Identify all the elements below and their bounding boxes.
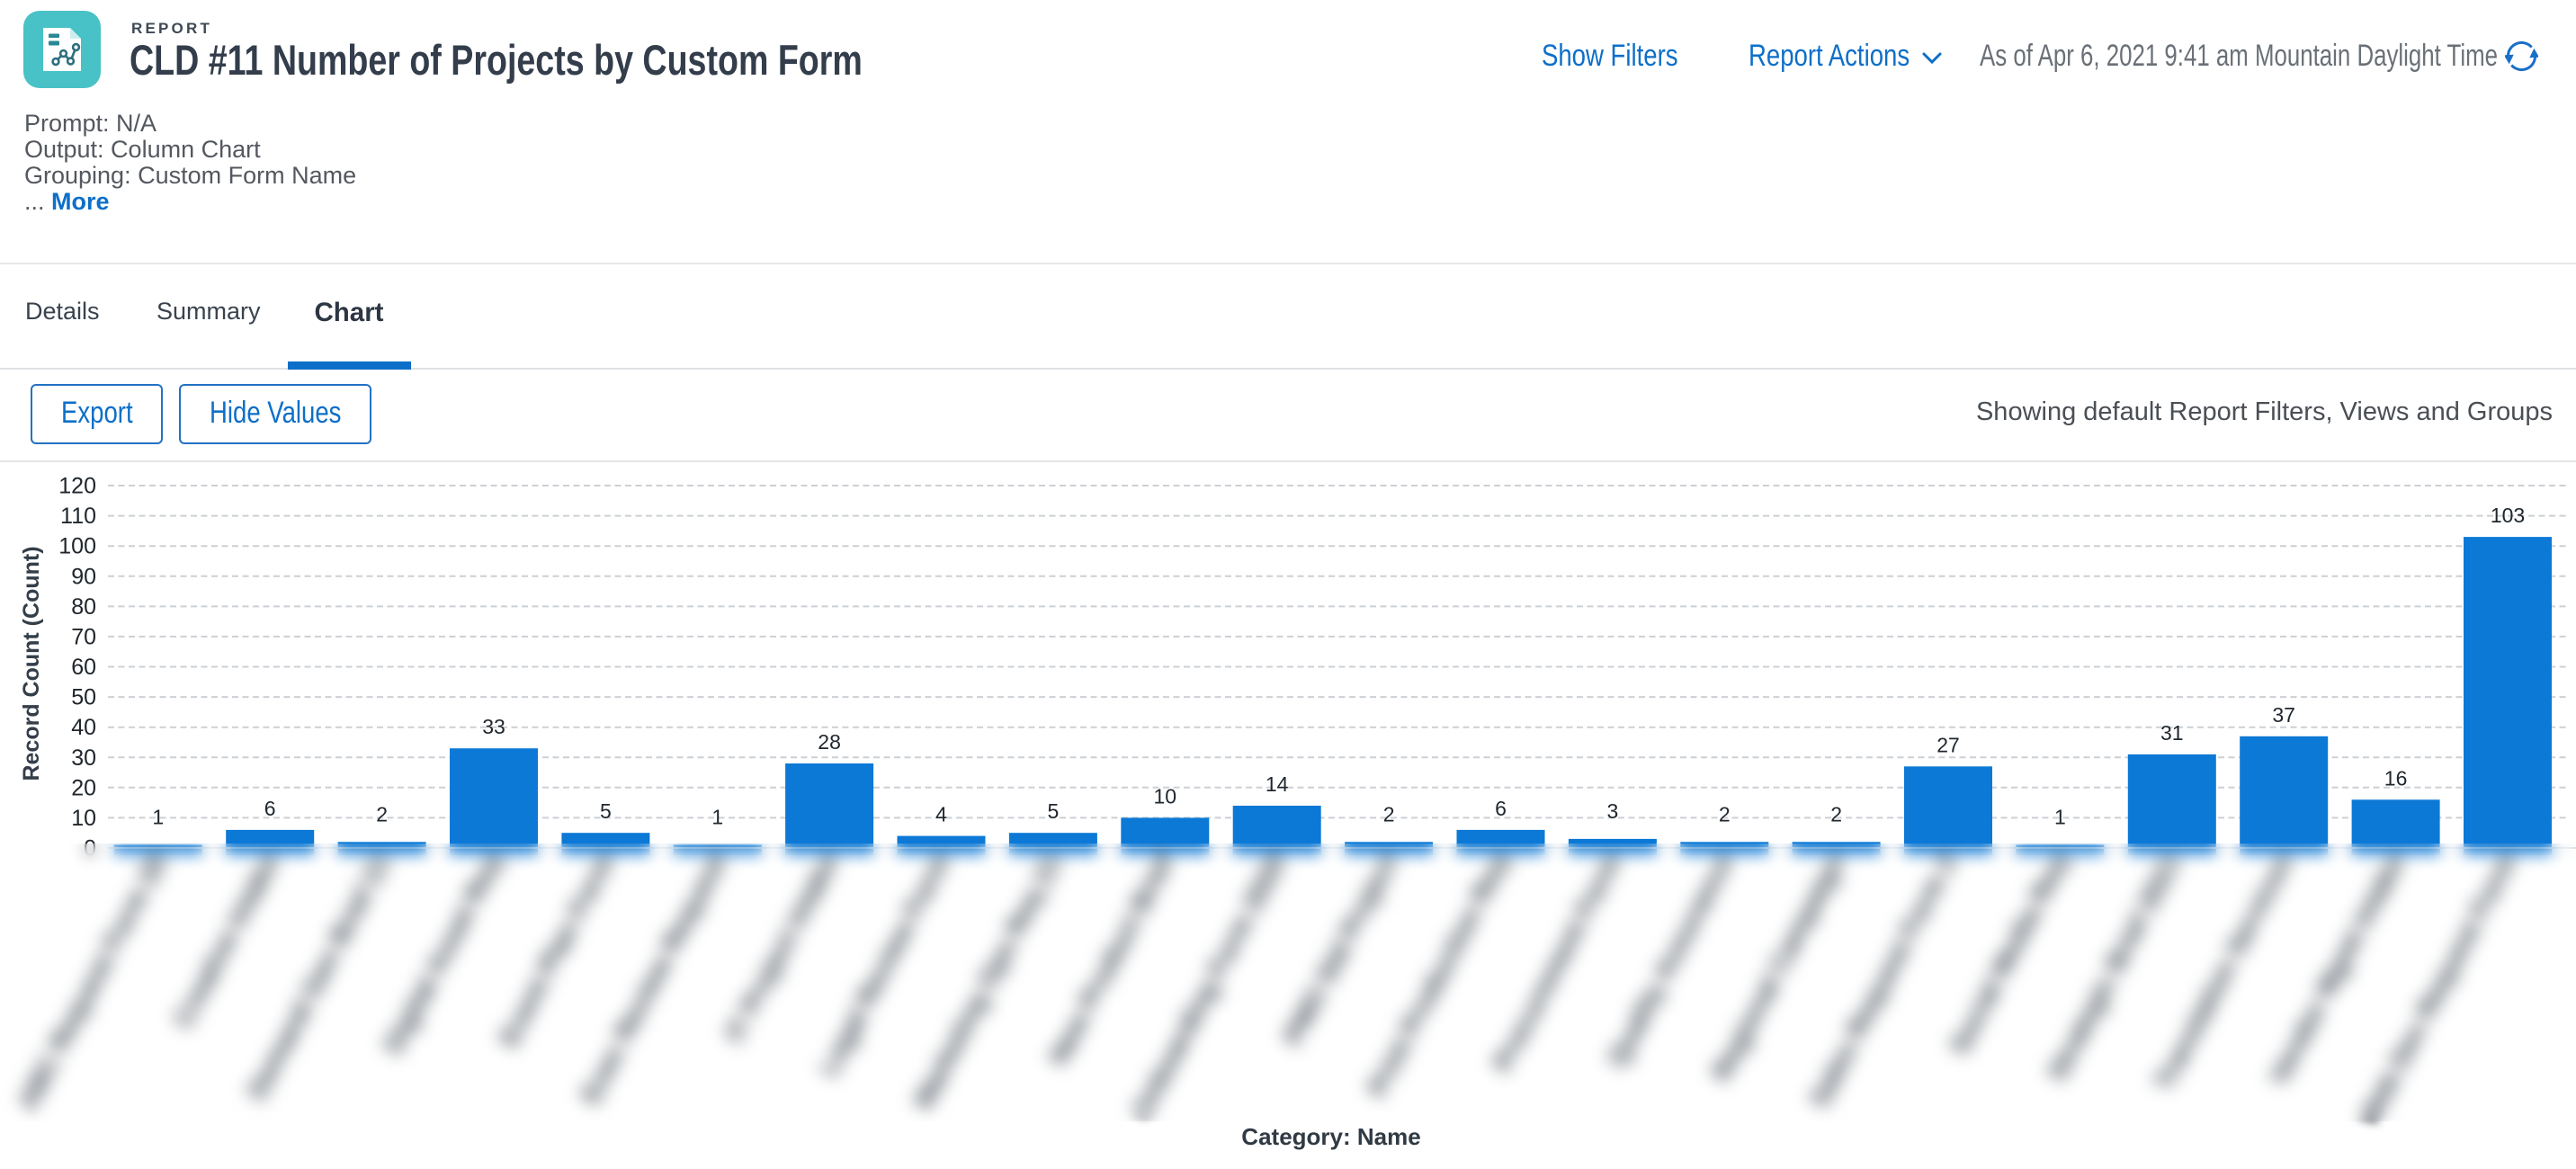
- svg-text:50: 50: [71, 685, 96, 710]
- svg-text:4: 4: [935, 803, 947, 826]
- svg-text:2: 2: [1383, 802, 1395, 825]
- svg-text:37: 37: [2272, 703, 2295, 727]
- svg-text:70: 70: [71, 624, 96, 649]
- svg-text:10: 10: [1154, 784, 1177, 808]
- svg-text:Record Count (Count): Record Count (Count): [19, 546, 44, 781]
- svg-text:2: 2: [1830, 802, 1842, 825]
- svg-text:1: 1: [152, 806, 164, 829]
- svg-text:6: 6: [264, 797, 276, 820]
- svg-text:2: 2: [376, 802, 388, 825]
- svg-text:30: 30: [71, 745, 96, 771]
- svg-text:60: 60: [71, 655, 96, 680]
- svg-text:16: 16: [2384, 766, 2408, 790]
- svg-text:40: 40: [71, 715, 96, 740]
- svg-text:10: 10: [71, 806, 96, 831]
- svg-text:14: 14: [1266, 772, 1289, 796]
- svg-text:90: 90: [71, 564, 96, 589]
- svg-text:100: 100: [58, 534, 96, 559]
- svg-text:28: 28: [818, 730, 841, 754]
- svg-text:31: 31: [2160, 721, 2184, 745]
- svg-text:1: 1: [2054, 806, 2066, 829]
- svg-text:3: 3: [1607, 799, 1619, 823]
- svg-text:33: 33: [482, 715, 505, 738]
- svg-text:80: 80: [71, 594, 96, 620]
- svg-text:20: 20: [71, 775, 96, 800]
- svg-text:6: 6: [1495, 797, 1507, 820]
- svg-text:27: 27: [1936, 733, 1960, 756]
- svg-text:2: 2: [1719, 802, 1731, 825]
- svg-text:5: 5: [1048, 799, 1060, 823]
- svg-text:1: 1: [711, 806, 723, 829]
- svg-text:120: 120: [58, 474, 96, 499]
- svg-text:103: 103: [2491, 504, 2525, 527]
- svg-text:110: 110: [60, 504, 96, 529]
- svg-text:5: 5: [600, 799, 612, 823]
